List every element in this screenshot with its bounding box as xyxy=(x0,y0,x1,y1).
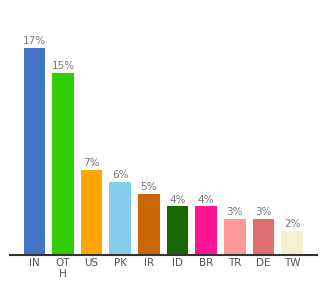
Bar xyxy=(52,73,74,255)
Text: 5%: 5% xyxy=(140,182,157,192)
Text: 4%: 4% xyxy=(198,194,214,205)
Text: 2%: 2% xyxy=(284,219,300,229)
Text: 6%: 6% xyxy=(112,170,129,180)
Text: 4%: 4% xyxy=(169,194,186,205)
Bar xyxy=(138,194,160,255)
Text: 3%: 3% xyxy=(255,207,272,217)
Text: 15%: 15% xyxy=(52,61,75,71)
Bar xyxy=(167,206,188,255)
Bar xyxy=(81,170,102,255)
Text: 3%: 3% xyxy=(227,207,243,217)
Bar xyxy=(24,48,45,255)
Bar xyxy=(224,218,245,255)
Bar xyxy=(253,218,274,255)
Bar xyxy=(109,182,131,255)
Text: 17%: 17% xyxy=(23,37,46,46)
Bar xyxy=(196,206,217,255)
Text: 7%: 7% xyxy=(83,158,100,168)
Bar xyxy=(281,231,303,255)
